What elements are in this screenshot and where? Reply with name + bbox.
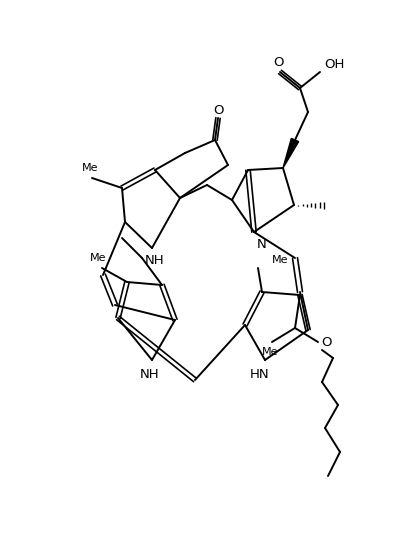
Text: NH: NH: [145, 254, 165, 268]
Text: O: O: [321, 335, 331, 348]
Text: NH: NH: [140, 367, 160, 381]
Polygon shape: [283, 139, 299, 168]
Text: HN: HN: [250, 367, 270, 381]
Text: Me: Me: [272, 255, 288, 265]
Text: Me: Me: [262, 347, 278, 357]
Text: OH: OH: [324, 58, 344, 72]
Text: O: O: [273, 56, 283, 69]
Text: Me: Me: [90, 253, 106, 263]
Text: N: N: [257, 238, 267, 251]
Text: O: O: [213, 104, 223, 116]
Text: Me: Me: [82, 163, 98, 173]
